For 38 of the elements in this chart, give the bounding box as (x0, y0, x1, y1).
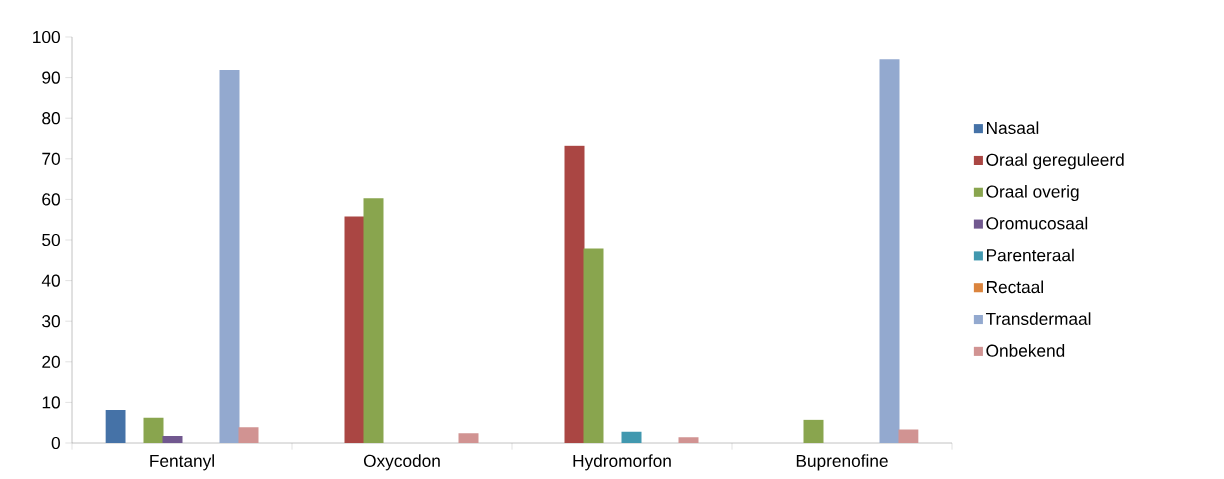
bar (583, 248, 604, 443)
bar (803, 419, 824, 443)
legend-label: Onbekend (986, 344, 1065, 357)
x-tick-label: Hydromorfon (573, 454, 671, 471)
y-tick-label: 40 (41, 274, 60, 287)
y-tick-label: 80 (42, 112, 60, 125)
legend-label: Oraal gereguleerd (986, 153, 1124, 170)
bar (564, 145, 585, 443)
x-tick-label: Buprenofine (796, 454, 888, 471)
x-tick-label: Fentanyl (150, 454, 214, 471)
bar (344, 216, 365, 443)
bar (162, 436, 183, 443)
bar (219, 69, 240, 443)
bar (363, 198, 384, 443)
legend-label: Oromucosaal (986, 216, 1088, 230)
y-tick-label: 30 (42, 315, 60, 328)
legend-label: Oraal overig (986, 185, 1079, 202)
legend-label: Transdermaal (985, 312, 1091, 325)
bar (678, 437, 699, 443)
legend-label: Parenteraal (987, 248, 1074, 262)
legend-label: Rectaal (987, 280, 1043, 294)
y-tick-label: 100 (33, 30, 60, 44)
y-tick-label: 20 (42, 355, 60, 368)
bar (458, 433, 479, 443)
y-tick-label: 90 (42, 71, 60, 84)
y-tick-label: 10 (42, 396, 60, 409)
bar (621, 431, 642, 443)
x-tick-label: Oxycodon (363, 454, 440, 471)
bar (143, 417, 164, 443)
y-tick-label: 60 (42, 193, 60, 206)
legend-label: Nasaal (987, 121, 1039, 135)
y-tick-label: 50 (42, 233, 60, 247)
bar (879, 59, 900, 443)
y-tick-label: 0 (51, 436, 60, 450)
bar (105, 410, 126, 443)
y-tick-label: 70 (42, 152, 60, 165)
bar (238, 427, 259, 443)
bar (898, 429, 919, 443)
